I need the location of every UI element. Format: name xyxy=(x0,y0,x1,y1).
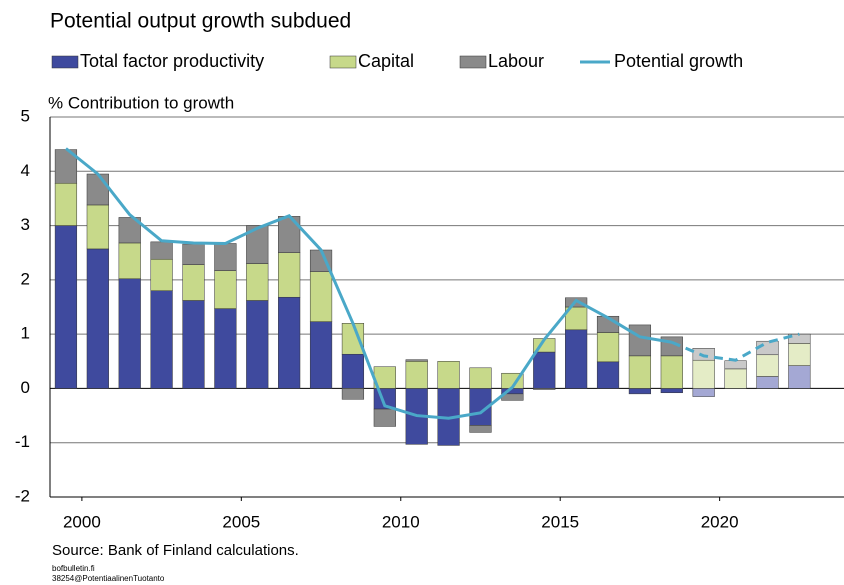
bar xyxy=(405,359,428,362)
bar xyxy=(214,270,237,309)
bar xyxy=(628,324,652,357)
bar xyxy=(341,323,365,355)
x-tick-label: 2015 xyxy=(541,512,579,531)
line xyxy=(671,332,800,362)
bar xyxy=(788,333,811,344)
chart-title: Potential output growth subdued xyxy=(50,10,351,33)
legend-label: Capital xyxy=(358,51,414,71)
bar xyxy=(788,365,811,389)
bar xyxy=(469,425,492,433)
bar xyxy=(118,217,141,244)
bar xyxy=(118,242,141,280)
bar xyxy=(246,263,269,301)
y-tick-label: 1 xyxy=(21,324,30,343)
bar xyxy=(660,355,683,389)
bar xyxy=(309,271,333,322)
bar xyxy=(54,225,78,389)
bar xyxy=(341,353,365,389)
bar xyxy=(692,388,715,397)
bar xyxy=(118,278,141,389)
bar xyxy=(86,248,109,389)
bar xyxy=(565,329,588,389)
bar xyxy=(628,355,652,389)
y-tick-label: -1 xyxy=(15,432,30,451)
footnote: bofbulletin.fi xyxy=(52,564,95,573)
bar xyxy=(341,388,365,400)
bar xyxy=(86,204,109,250)
y-tick-label: 0 xyxy=(21,378,30,397)
x-tick-label: 2005 xyxy=(222,512,260,531)
bar xyxy=(182,264,205,301)
legend-label: Labour xyxy=(488,51,544,71)
bar xyxy=(214,243,237,271)
y-tick-label: 4 xyxy=(21,161,30,180)
bar xyxy=(756,354,779,377)
footnote: 38254@PotentiaalinenTuotanto xyxy=(52,574,165,583)
y-tick-label: 2 xyxy=(21,269,30,288)
x-tick-label: 2010 xyxy=(382,512,420,531)
bar xyxy=(533,351,556,389)
bar xyxy=(437,361,460,389)
bar xyxy=(405,361,428,389)
legend-swatch xyxy=(459,55,487,69)
bar xyxy=(692,359,715,389)
bar xyxy=(278,296,301,389)
bar xyxy=(278,252,301,298)
bar xyxy=(309,321,333,389)
y-tick-label: 5 xyxy=(21,106,30,125)
y-axis-label: % Contribution to growth xyxy=(48,93,234,112)
bar xyxy=(373,408,396,427)
bar xyxy=(182,300,205,389)
bar xyxy=(660,388,683,394)
bar xyxy=(596,332,620,363)
x-tick-label: 2020 xyxy=(701,512,739,531)
y-tick-label: 3 xyxy=(21,215,30,234)
bar xyxy=(150,290,173,389)
bar xyxy=(756,376,779,389)
legend-swatch xyxy=(329,55,357,69)
bar xyxy=(214,308,237,389)
bar xyxy=(150,258,173,291)
bar xyxy=(788,343,811,366)
x-tick-label: 2000 xyxy=(63,512,101,531)
bar xyxy=(469,367,492,389)
bar xyxy=(150,241,173,260)
bar xyxy=(86,173,109,206)
bar xyxy=(596,361,620,389)
line xyxy=(65,147,673,420)
source: Source: Bank of Finland calculations. xyxy=(52,542,299,559)
y-tick-label: -2 xyxy=(15,486,30,505)
bar xyxy=(182,243,205,265)
bar xyxy=(724,360,747,370)
bar xyxy=(533,388,556,390)
bar xyxy=(724,368,747,389)
bar xyxy=(246,300,269,389)
bar xyxy=(246,225,269,264)
bar xyxy=(54,182,78,226)
legend-swatch xyxy=(51,55,79,69)
legend-label: Total factor productivity xyxy=(80,51,264,71)
bar xyxy=(628,388,652,395)
legend-label: Potential growth xyxy=(614,51,743,71)
